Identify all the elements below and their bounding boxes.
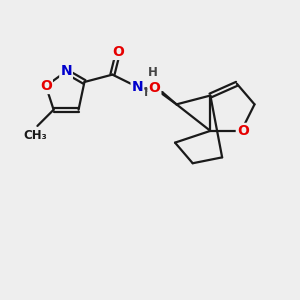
Text: H: H [148,66,158,79]
Text: O: O [237,124,249,138]
Text: N: N [60,64,72,78]
Text: O: O [40,79,52,93]
Text: O: O [112,45,124,59]
Text: H: H [144,86,154,99]
Text: CH₃: CH₃ [23,130,47,142]
Text: O: O [148,81,160,95]
Text: N: N [132,80,143,94]
